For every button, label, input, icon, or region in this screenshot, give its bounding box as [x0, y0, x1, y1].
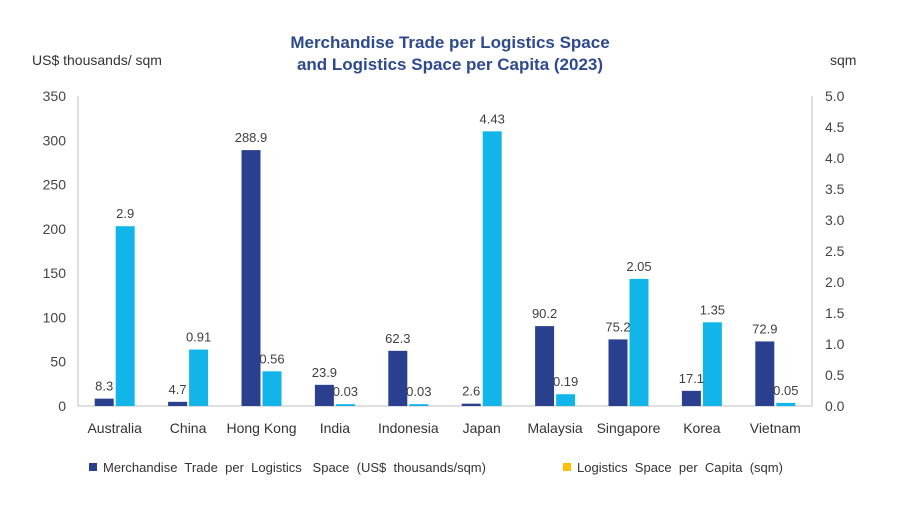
left-axis-unit: US$ thousands/ sqm [32, 52, 162, 68]
data-labels: 8.3 2.9 4.7 0.91 288.9 0.56 23.9 0.03 62.3 0.03 2.… [95, 111, 798, 399]
data-label-trade: 288.9 [235, 130, 268, 145]
bar-space [776, 402, 796, 406]
category-label: Singapore [597, 420, 661, 436]
right-tick-label: 4.5 [825, 119, 845, 135]
bars [94, 131, 796, 406]
data-label-trade: 90.2 [532, 306, 557, 321]
category-label: China [170, 420, 207, 436]
category-label: Australia [87, 420, 142, 436]
right-tick-label: 3.0 [825, 212, 845, 228]
data-label-trade: 62.3 [385, 331, 410, 346]
left-axis-ticks: 0 50 100 150 200 250 300 350 [43, 88, 67, 414]
data-label-trade: 23.9 [312, 365, 337, 380]
left-tick-label: 0 [58, 398, 66, 414]
left-tick-label: 250 [43, 177, 67, 193]
data-label-space: 0.91 [186, 330, 211, 345]
bar-trade [241, 150, 261, 406]
category-label: Japan [463, 420, 501, 436]
category-label: Korea [683, 420, 721, 436]
data-label-trade: 2.6 [462, 384, 480, 399]
bar-trade [755, 341, 775, 406]
bar-trade [608, 339, 628, 406]
axes [77, 96, 813, 407]
legend-swatch-space [563, 463, 571, 471]
bar-trade [168, 401, 188, 406]
right-tick-label: 2.5 [825, 243, 845, 259]
bar-space [702, 322, 722, 406]
right-tick-label: 3.5 [825, 181, 845, 197]
left-tick-label: 200 [43, 221, 67, 237]
data-label-trade: 17.1 [679, 371, 704, 386]
left-tick-label: 350 [43, 88, 67, 104]
bar-space [482, 131, 502, 406]
bar-space [629, 278, 649, 406]
chart-title-line-2: and Logistics Space per Capita (2023) [297, 55, 603, 74]
left-tick-label: 100 [43, 309, 67, 325]
data-label-space: 0.19 [553, 374, 578, 389]
right-tick-label: 1.5 [825, 305, 845, 321]
bar-space [556, 394, 576, 406]
data-label-space: 0.03 [333, 384, 358, 399]
bar-space [115, 226, 135, 406]
data-label-space: 0.56 [259, 351, 284, 366]
chart-title-line-1: Merchandise Trade per Logistics Space [290, 33, 609, 52]
legend-swatch-trade [89, 463, 97, 471]
bar-trade [681, 390, 701, 406]
category-labels: Australia China Hong Kong India Indonesia Jap… [87, 420, 800, 436]
right-tick-label: 0.5 [825, 367, 845, 383]
right-tick-label: 5.0 [825, 88, 845, 104]
left-tick-label: 150 [43, 265, 67, 281]
data-label-space: 1.35 [700, 302, 725, 317]
bar-trade [461, 403, 481, 406]
data-label-space: 2.9 [116, 206, 134, 221]
bar-trade [314, 384, 334, 406]
category-label: Hong Kong [226, 420, 296, 436]
category-label: Vietnam [750, 420, 801, 436]
right-tick-label: 1.0 [825, 336, 845, 352]
data-label-space: 2.05 [626, 259, 651, 274]
legend: Merchandise Trade per Logistics Space (U… [89, 460, 783, 475]
legend-label-trade: Merchandise Trade per Logistics Space (U… [103, 460, 486, 475]
data-label-trade: 8.3 [95, 379, 113, 394]
right-tick-label: 4.0 [825, 150, 845, 166]
category-label: Indonesia [378, 420, 439, 436]
data-label-space: 0.03 [406, 384, 431, 399]
data-label-trade: 75.2 [605, 319, 630, 334]
bar-space [262, 371, 282, 406]
right-tick-label: 2.0 [825, 274, 845, 290]
left-tick-label: 300 [43, 132, 67, 148]
right-axis-ticks: 0.0 0.5 1.0 1.5 2.0 2.5 3.0 3.5 4.0 4.5 5.0 [825, 88, 845, 414]
right-axis-unit: sqm [830, 52, 856, 68]
right-tick-label: 0.0 [825, 398, 845, 414]
category-label: Malaysia [527, 420, 582, 436]
bar-trade [94, 398, 114, 406]
data-label-trade: 72.9 [752, 321, 777, 336]
data-label-space: 0.05 [773, 383, 798, 398]
bar-space [409, 404, 429, 406]
left-tick-label: 50 [50, 354, 66, 370]
legend-label-space: Logistics Space per Capita (sqm) [577, 460, 783, 475]
bar-trade [388, 350, 408, 406]
data-label-space: 4.43 [480, 111, 505, 126]
bar-space [335, 404, 355, 406]
bar-trade [535, 326, 555, 406]
data-label-trade: 4.7 [169, 382, 187, 397]
category-label: India [320, 420, 351, 436]
bar-space [189, 349, 209, 406]
